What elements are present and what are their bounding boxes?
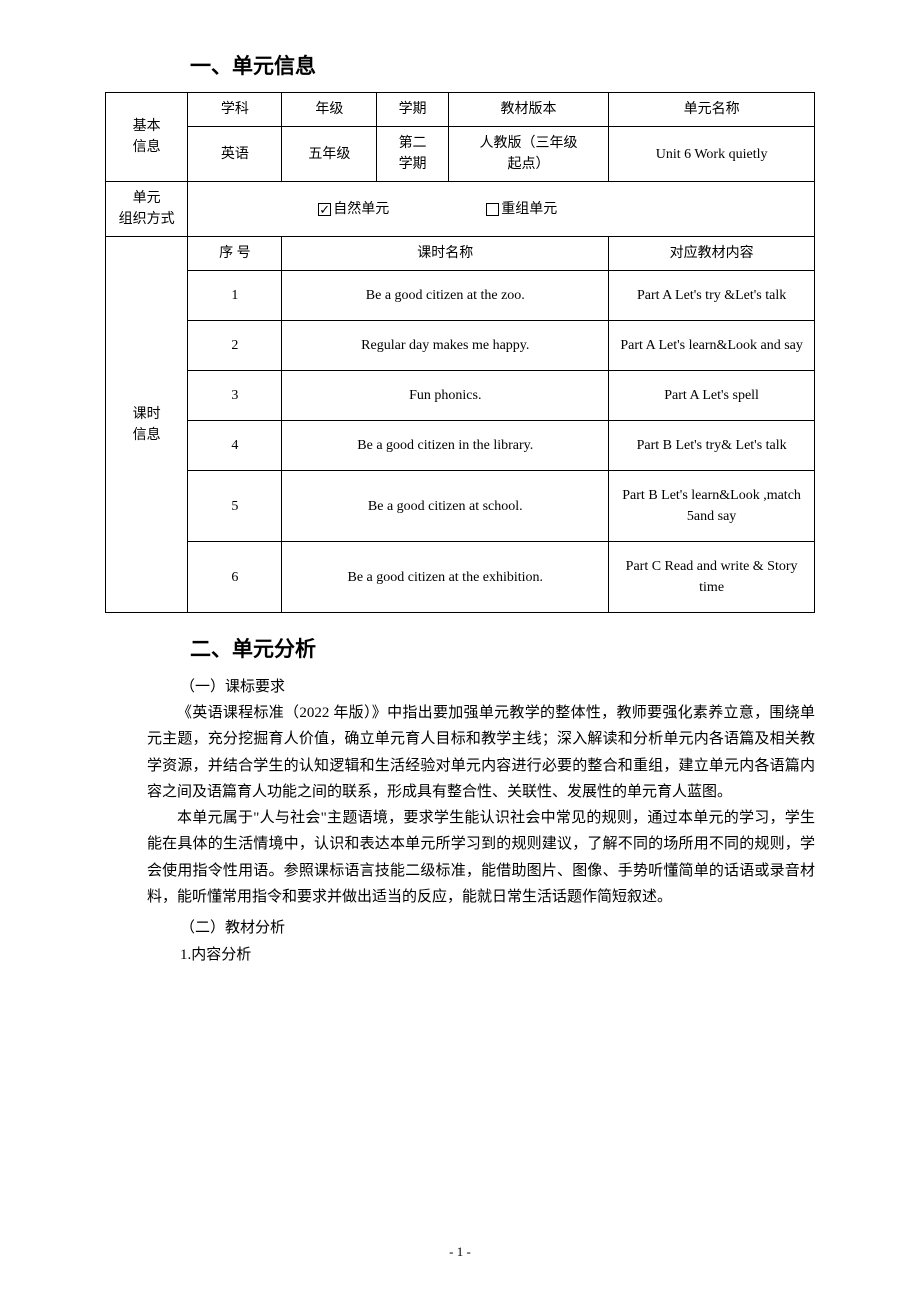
basic-info-label: 基本 信息 [106, 93, 188, 182]
option-reorg: 重组单元 [501, 202, 557, 217]
lesson-num: 6 [188, 542, 282, 613]
organization-row: 单元 组织方式 自然单元 重组单元 [106, 182, 815, 237]
values-row: 英语 五年级 第二 学期 人教版（三年级 起点） Unit 6 Work qui… [106, 127, 815, 182]
header-lesson-number: 序 号 [188, 237, 282, 271]
lesson-row: 3 Fun phonics. Part A Let's spell [106, 371, 815, 421]
header-lesson-name: 课时名称 [282, 237, 609, 271]
lesson-material: Part C Read and write & Story time [609, 542, 815, 613]
lesson-header-row: 课时 信息 序 号 课时名称 对应教材内容 [106, 237, 815, 271]
para2: 本单元属于"人与社会"主题语境，要求学生能认识社会中常见的规则，通过本单元的学习… [147, 805, 815, 910]
lesson-num: 1 [188, 271, 282, 321]
page-number: - 1 - [105, 1244, 815, 1260]
header-subject: 学科 [188, 93, 282, 127]
organization-label: 单元 组织方式 [106, 182, 188, 237]
lesson-name: Regular day makes me happy. [282, 321, 609, 371]
lesson-name: Fun phonics. [282, 371, 609, 421]
sub1-heading: （一）课标要求 [180, 675, 815, 696]
header-material: 对应教材内容 [609, 237, 815, 271]
sub2-item1: 1.内容分析 [180, 943, 815, 964]
value-textbook: 人教版（三年级 起点） [448, 127, 608, 182]
section2-heading: 二、单元分析 [190, 633, 815, 663]
lessons-label: 课时 信息 [106, 237, 188, 613]
value-semester: 第二 学期 [377, 127, 448, 182]
lesson-material: Part B Let's try& Let's talk [609, 421, 815, 471]
lesson-row: 4 Be a good citizen in the library. Part… [106, 421, 815, 471]
header-textbook: 教材版本 [448, 93, 608, 127]
header-row: 基本 信息 学科 年级 学期 教材版本 单元名称 [106, 93, 815, 127]
lesson-row: 6 Be a good citizen at the exhibition. P… [106, 542, 815, 613]
header-semester: 学期 [377, 93, 448, 127]
organization-options: 自然单元 重组单元 [188, 182, 815, 237]
option-natural: 自然单元 [333, 202, 389, 217]
lesson-row: 5 Be a good citizen at school. Part B Le… [106, 471, 815, 542]
checkbox-natural-icon [318, 203, 331, 216]
para1: 《英语课程标准（2022 年版）》中指出要加强单元教学的整体性，教师要强化素养立… [147, 700, 815, 805]
unit-info-table: 基本 信息 学科 年级 学期 教材版本 单元名称 英语 五年级 第二 学期 人教… [105, 92, 815, 613]
lesson-row: 1 Be a good citizen at the zoo. Part A L… [106, 271, 815, 321]
header-unit-name: 单元名称 [609, 93, 815, 127]
lesson-name: Be a good citizen in the library. [282, 421, 609, 471]
header-grade: 年级 [282, 93, 377, 127]
sub2-heading: （二）教材分析 [180, 916, 815, 937]
value-unit-name: Unit 6 Work quietly [609, 127, 815, 182]
lesson-num: 4 [188, 421, 282, 471]
lesson-name: Be a good citizen at school. [282, 471, 609, 542]
lesson-num: 5 [188, 471, 282, 542]
value-grade: 五年级 [282, 127, 377, 182]
section1-heading: 一、单元信息 [190, 50, 815, 80]
lesson-material: Part B Let's learn&Look ,match 5and say [609, 471, 815, 542]
lesson-material: Part A Let's spell [609, 371, 815, 421]
lesson-row: 2 Regular day makes me happy. Part A Let… [106, 321, 815, 371]
checkbox-reorg-icon [486, 203, 499, 216]
lesson-num: 2 [188, 321, 282, 371]
lesson-material: Part A Let's learn&Look and say [609, 321, 815, 371]
lesson-name: Be a good citizen at the exhibition. [282, 542, 609, 613]
value-subject: 英语 [188, 127, 282, 182]
lesson-name: Be a good citizen at the zoo. [282, 271, 609, 321]
lesson-material: Part A Let's try &Let's talk [609, 271, 815, 321]
lesson-num: 3 [188, 371, 282, 421]
